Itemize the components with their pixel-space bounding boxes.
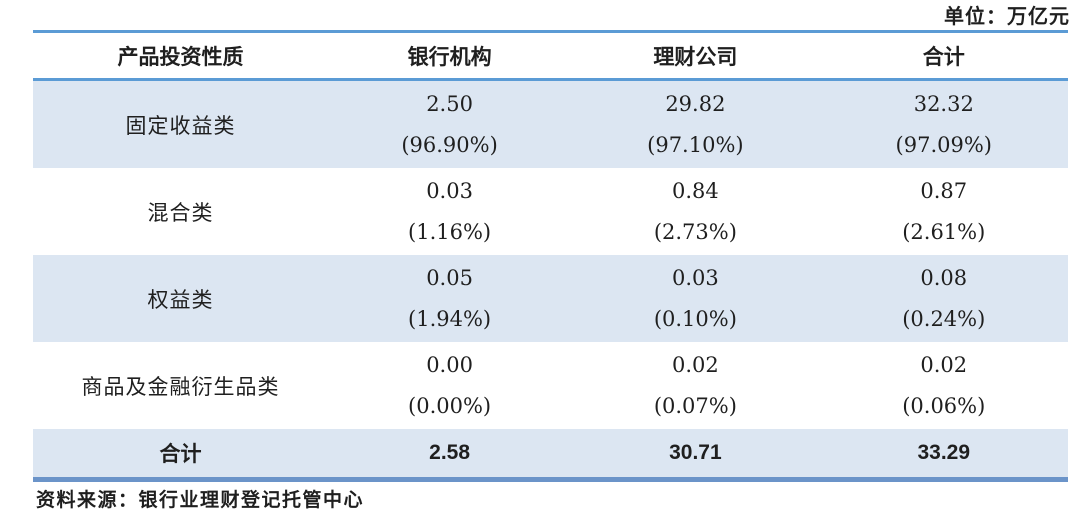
table-row-commodity-derivatives: 商品及金融衍生品类 0.00 (0.00%) 0.02 (0.07%) 0.02… (33, 342, 1068, 429)
header-wealth-companies: 理财公司 (653, 45, 738, 69)
cell-value: 0.05 (426, 266, 473, 290)
cell-percent: (1.16%) (408, 220, 492, 244)
cell-value: 32.32 (913, 92, 974, 116)
table-cell: 32.32 (97.09%) (820, 92, 1068, 157)
table-cell: 2.50 (96.90%) (328, 92, 571, 157)
cell-percent: (0.06%) (902, 394, 986, 418)
cell-percent: (1.94%) (408, 307, 492, 331)
table-row-hybrid: 混合类 0.03 (1.16%) 0.84 (2.73%) 0.87 (2.61… (33, 168, 1068, 255)
header-bank-institutions: 银行机构 (407, 45, 492, 69)
cell-value: 29.82 (665, 92, 726, 116)
header-product-nature: 产品投资性质 (117, 45, 244, 69)
cell-value: 0.02 (920, 353, 968, 377)
cell-percent: (96.90%) (401, 133, 498, 157)
table-cell: 0.03 (0.10%) (571, 266, 819, 331)
table-cell: 0.84 (2.73%) (571, 179, 819, 244)
row-label: 商品及金融衍生品类 (81, 374, 280, 399)
cell-value: 2.50 (426, 92, 473, 116)
cell-percent: (0.10%) (653, 307, 737, 331)
total-value-bank: 2.58 (429, 441, 471, 464)
table-cell: 0.87 (2.61%) (820, 179, 1068, 244)
table-total-row: 合计 2.58 30.71 33.29 (33, 429, 1068, 482)
total-value-all: 33.29 (917, 441, 971, 464)
total-value-wealth: 30.71 (669, 441, 722, 464)
cell-percent: (97.10%) (647, 133, 744, 157)
cell-percent: (2.61%) (902, 220, 986, 244)
cell-percent: (0.07%) (653, 394, 737, 418)
table-cell: 29.82 (97.10%) (571, 92, 819, 157)
cell-value: 0.03 (426, 179, 473, 203)
table-row-fixed-income: 固定收益类 2.50 (96.90%) 29.82 (97.10%) 32.32… (33, 81, 1068, 168)
table-cell: 0.02 (0.06%) (820, 353, 1068, 418)
cell-percent: (97.09%) (895, 133, 992, 157)
table-cell: 0.05 (1.94%) (328, 266, 571, 331)
cell-value: 0.02 (672, 353, 719, 377)
cell-percent: (2.73%) (653, 220, 737, 244)
data-source-note: 资料来源：银行业理财登记托管中心 (36, 489, 365, 511)
cell-value: 0.84 (672, 179, 719, 203)
cell-percent: (0.24%) (902, 307, 986, 331)
row-label: 权益类 (147, 287, 214, 312)
unit-label: 单位：万亿元 (944, 4, 1070, 28)
table-cell: 0.02 (0.07%) (571, 353, 819, 418)
table-cell: 0.08 (0.24%) (820, 266, 1068, 331)
table-cell: 0.03 (1.16%) (328, 179, 571, 244)
row-label: 固定收益类 (125, 113, 236, 138)
cell-value: 0.00 (426, 353, 473, 377)
product-investment-table: 产品投资性质 银行机构 理财公司 合计 固定收益类 2.50 (96.90%) … (33, 30, 1068, 482)
total-label: 合计 (159, 443, 202, 466)
cell-value: 0.03 (672, 266, 719, 290)
cell-percent: (0.00%) (408, 394, 492, 418)
header-total: 合计 (922, 45, 965, 69)
table-cell: 0.00 (0.00%) (328, 353, 571, 418)
cell-value: 0.87 (920, 179, 968, 203)
cell-value: 0.08 (920, 266, 968, 290)
table-row-equity: 权益类 0.05 (1.94%) 0.03 (0.10%) 0.08 (0.24… (33, 255, 1068, 342)
table-header-row: 产品投资性质 银行机构 理财公司 合计 (33, 33, 1068, 81)
row-label: 混合类 (147, 200, 214, 225)
